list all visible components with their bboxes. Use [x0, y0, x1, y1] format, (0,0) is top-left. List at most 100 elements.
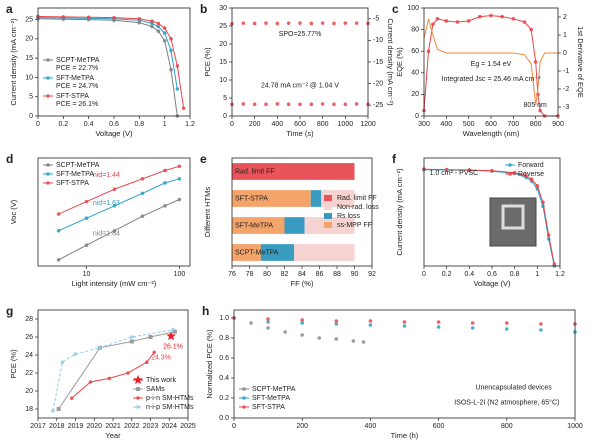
legend-label: Non-rad. loss — [337, 204, 379, 211]
plot-frame — [423, 157, 561, 267]
marker — [546, 233, 551, 237]
marker — [60, 360, 65, 365]
bar-segment — [321, 190, 355, 207]
annotation: ISOS-L-2I (N2 atmosphere, 65°C) — [454, 399, 559, 407]
marker — [541, 200, 545, 205]
x-tick-label: 400 — [271, 121, 283, 128]
panel-label: f — [392, 152, 397, 166]
legend-label: SCPT-MeTPA — [56, 162, 100, 169]
y-tick-label: 40 — [411, 70, 419, 77]
bar-segment — [294, 244, 355, 261]
marker — [46, 76, 50, 80]
x-tick-label: 0.2 — [442, 271, 452, 278]
legend-swatch — [324, 195, 332, 201]
x-tick-label: 700 — [507, 121, 519, 128]
bar-category-label: SCPT-MeTPA — [235, 249, 279, 256]
annotation: nid=1.44 — [93, 172, 120, 179]
marker — [177, 164, 182, 169]
x-tick-label: 2022 — [124, 423, 140, 430]
y-tick-label: 60 — [411, 48, 419, 55]
y2-tick-label: -5 — [373, 16, 379, 23]
x-axis-label: Time (h) — [391, 431, 419, 440]
x-tick-label: 200 — [296, 423, 308, 430]
legend-swatch — [324, 204, 332, 210]
marker — [343, 102, 348, 107]
y-tick-label: 0.4 — [219, 375, 229, 382]
marker — [133, 375, 143, 384]
marker — [431, 22, 435, 27]
series-line — [71, 351, 155, 399]
legend-label: SFT-MeTPA — [56, 75, 94, 82]
x-tick-label: 0.6 — [487, 271, 497, 278]
plot-frame — [37, 157, 191, 267]
marker — [112, 187, 117, 191]
marker — [98, 346, 102, 350]
marker — [334, 319, 339, 323]
device-photo-electrode — [501, 204, 525, 230]
x-axis-label: Light intensity (mW cm⁻²) — [72, 279, 157, 288]
marker — [444, 19, 449, 23]
marker — [169, 48, 173, 53]
marker — [156, 24, 161, 29]
legend-label: Forward — [518, 162, 544, 169]
marker — [69, 396, 74, 401]
panel-label: b — [200, 2, 207, 16]
marker — [320, 21, 325, 25]
marker — [112, 15, 116, 20]
plot-frame — [231, 157, 373, 267]
marker — [343, 21, 348, 25]
x-tick-label: 88 — [333, 271, 341, 278]
marker — [317, 336, 322, 340]
marker — [436, 320, 441, 324]
marker — [84, 216, 89, 221]
marker — [535, 183, 540, 188]
x-tick-label: 400 — [440, 121, 452, 128]
panel-label: e — [200, 152, 207, 166]
marker — [88, 380, 93, 384]
legend-label: n-i-p SM-HTMs — [146, 404, 194, 411]
marker — [334, 322, 339, 326]
y-axis-label: Current density (mA cm⁻²) — [395, 168, 404, 256]
marker — [150, 19, 154, 23]
bar-segment — [232, 190, 311, 207]
x-tick-label: 600 — [294, 121, 306, 128]
y-tick-label: 28 — [25, 316, 33, 323]
annotation: 24.3% — [151, 354, 171, 361]
marker — [529, 177, 534, 182]
x-axis-label: Year — [105, 431, 121, 440]
y2-tick-label: -20 — [373, 80, 383, 87]
x-tick-label: 90 — [351, 271, 359, 278]
series-line — [52, 329, 174, 411]
y-tick-label: 0 — [415, 113, 419, 120]
marker — [539, 322, 543, 326]
annotation: Unencapsulated devices — [475, 385, 552, 392]
y-tick-label: 80 — [411, 26, 419, 33]
marker — [140, 191, 145, 196]
marker — [505, 327, 509, 331]
marker — [51, 409, 55, 413]
marker — [241, 21, 246, 25]
x-tick-label: 600 — [485, 121, 497, 128]
annotation: 1.0 cm² - PVSC — [430, 170, 479, 177]
y2-axis-label: Current density (mA cm⁻²) — [386, 18, 395, 106]
marker — [156, 29, 161, 33]
marker — [444, 167, 449, 172]
marker — [309, 21, 314, 26]
panel-label: d — [6, 152, 13, 166]
marker — [252, 102, 257, 107]
marker — [107, 376, 112, 381]
y-tick-label: 25 — [25, 16, 33, 23]
y-axis-label: Current density (mA cm⁻²) — [9, 18, 18, 106]
marker — [300, 318, 305, 322]
y2-tick-label: -15 — [373, 59, 383, 66]
x-tick-label: 86 — [316, 271, 324, 278]
x-tick-label: 800 — [530, 121, 542, 128]
marker — [467, 168, 472, 172]
marker — [163, 203, 167, 208]
y-tick-label: 18 — [25, 406, 33, 413]
marker — [470, 321, 475, 325]
y-tick-label: 20 — [219, 41, 227, 48]
bar-segment — [232, 217, 285, 234]
marker — [538, 108, 542, 113]
